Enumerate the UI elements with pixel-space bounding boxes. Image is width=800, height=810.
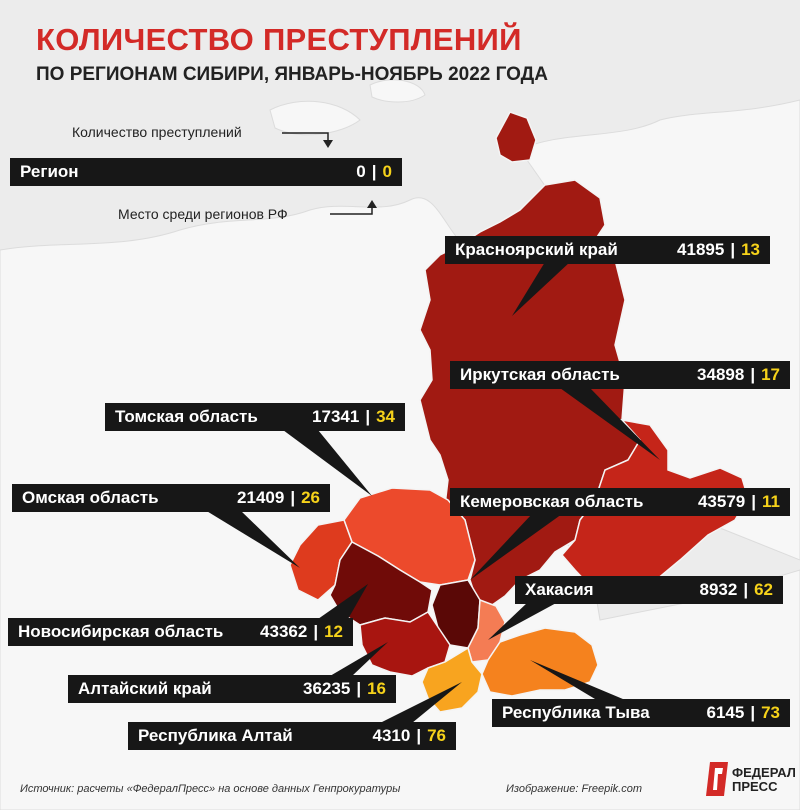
region-rank: 12	[324, 622, 343, 641]
region-name: Республика Тыва	[502, 703, 650, 722]
label-altai-republic[interactable]: Республика Алтай 4310 | 76	[128, 722, 456, 750]
separator: |	[416, 726, 422, 745]
region-name: Иркутская область	[460, 365, 620, 384]
pointer-altai-republic	[380, 682, 462, 723]
legend-sample-rank: 0	[382, 162, 392, 181]
pointer-altai-krai	[330, 642, 388, 676]
region-crimes: 34898	[697, 365, 745, 384]
region-crimes: 43362	[260, 622, 308, 641]
region-rank: 34	[376, 407, 395, 426]
page-subtitle: ПО РЕГИОНАМ СИБИРИ, ЯНВАРЬ-НОЯБРЬ 2022 Г…	[36, 64, 548, 85]
logo-line-1: ФЕДЕРАЛ	[732, 765, 796, 780]
region-krasnoyarsk-island[interactable]	[495, 111, 537, 163]
legend-arrow-rank	[330, 206, 373, 215]
region-rank: 16	[367, 679, 386, 698]
federalpress-logo-text: ФЕДЕРАЛ ПРЕСС	[732, 766, 796, 794]
region-rank: 62	[754, 580, 773, 599]
region-rank: 26	[301, 488, 320, 507]
source-note: Источник: расчеты «ФедералПресс» на осно…	[20, 783, 401, 795]
region-name: Красноярский край	[455, 240, 618, 259]
legend-sample-label: Регион 0 | 0	[10, 158, 402, 186]
region-crimes: 6145	[706, 703, 745, 722]
region-rank: 11	[762, 492, 780, 511]
label-kemerovo[interactable]: Кемеровская область 43579 | 11	[450, 488, 790, 516]
legend-sample-crimes: 0	[356, 162, 366, 181]
region-name: Омская область	[22, 488, 159, 507]
region-name: Кемеровская область	[460, 492, 644, 511]
legend-arrow-crimes-head	[323, 140, 333, 148]
pointer-kemerovo	[470, 514, 562, 580]
label-tomsk[interactable]: Томская область 17341 | 34	[105, 403, 405, 431]
pointer-omsk	[205, 510, 300, 568]
image-credit: Изображение: Freepik.com	[506, 783, 643, 795]
separator: |	[750, 703, 756, 722]
pointer-khakassia	[488, 602, 558, 640]
federalpress-logo-icon	[706, 762, 728, 796]
region-name: Новосибирская область	[18, 622, 224, 641]
logo-line-2: ПРЕСС	[732, 779, 778, 794]
legend-sample-name: Регион	[20, 162, 79, 181]
pointer-irkutsk	[560, 388, 660, 460]
label-novosibirsk[interactable]: Новосибирская область 43362 | 12	[8, 618, 353, 646]
separator: |	[750, 365, 756, 384]
label-irkutsk[interactable]: Иркутская область 34898 | 17	[450, 361, 790, 389]
region-crimes: 36235	[303, 679, 351, 698]
separator: |	[365, 407, 371, 426]
legend-arrow-rank-head	[367, 200, 377, 208]
page-title: КОЛИЧЕСТВО ПРЕСТУПЛЕНИЙ	[36, 22, 522, 57]
pointer-krasnoyarsk	[512, 262, 570, 316]
separator: |	[356, 679, 362, 698]
legend-crimes-note: Количество преступлений	[72, 124, 242, 140]
region-crimes: 17341	[312, 407, 360, 426]
legend-arrow-crimes	[282, 132, 329, 142]
label-krasnoyarsk[interactable]: Красноярский край 41895 | 13	[445, 236, 770, 264]
region-crimes: 41895	[677, 240, 725, 259]
label-omsk[interactable]: Омская область 21409 | 26	[12, 484, 330, 512]
label-tyva[interactable]: Республика Тыва 6145 | 73	[492, 699, 790, 727]
region-rank: 73	[761, 703, 780, 722]
pointer-tyva	[530, 660, 630, 702]
region-rank: 76	[427, 726, 446, 745]
region-crimes: 21409	[237, 488, 285, 507]
region-name: Хакасия	[525, 580, 594, 599]
legend-rank-note: Место среди регионов РФ	[118, 206, 288, 222]
region-name: Республика Алтай	[138, 726, 293, 745]
separator: |	[290, 488, 296, 507]
region-name: Томская область	[115, 407, 258, 426]
separator: |	[730, 240, 736, 259]
label-khakassia[interactable]: Хакасия 8932 | 62	[515, 576, 783, 604]
label-altai-krai[interactable]: Алтайский край 36235 | 16	[68, 675, 396, 703]
region-rank: 17	[761, 365, 780, 384]
region-crimes: 43579	[697, 492, 746, 511]
separator: |	[313, 622, 319, 641]
region-crimes: 8932	[699, 580, 738, 599]
region-rank: 13	[741, 240, 760, 259]
pointer-tomsk	[283, 430, 372, 496]
separator: |	[751, 492, 757, 511]
region-name: Алтайский край	[78, 679, 212, 698]
region-crimes: 4310	[372, 726, 411, 745]
island	[369, 79, 426, 103]
separator: |	[743, 580, 749, 599]
legend-sample-separator: |	[371, 162, 377, 181]
region-omsk[interactable]	[289, 519, 353, 601]
